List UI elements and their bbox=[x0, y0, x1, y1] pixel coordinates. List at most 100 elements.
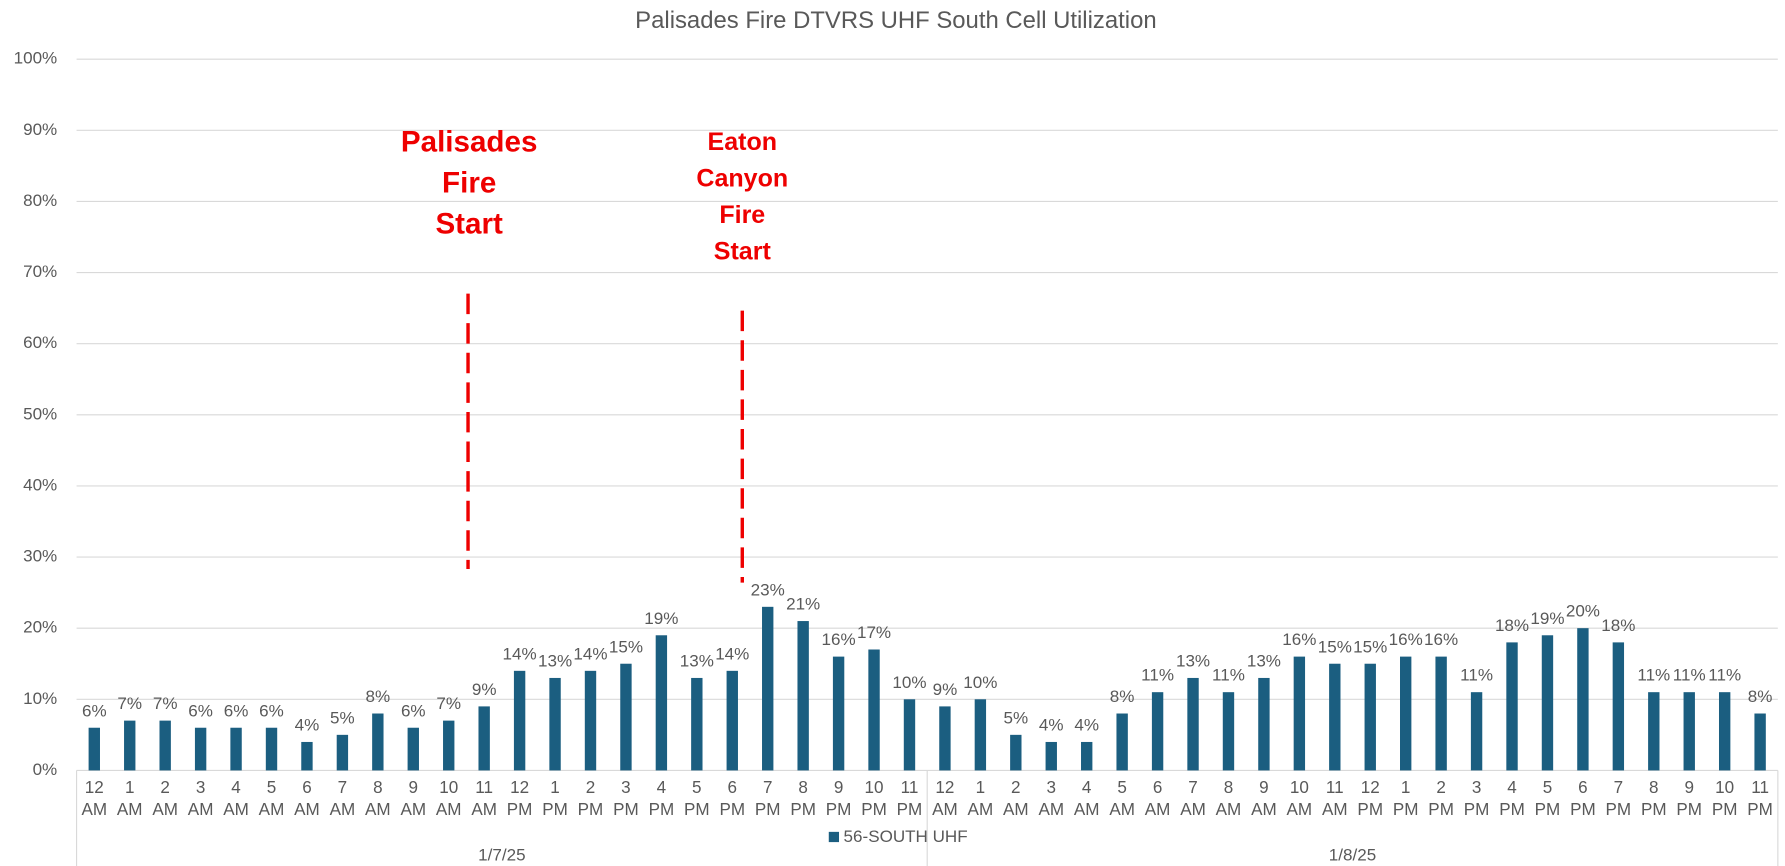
x-tick-label-box: 4 AM bbox=[223, 778, 249, 820]
bar bbox=[1400, 656, 1412, 771]
x-tick-label: 7 PM bbox=[1605, 778, 1632, 820]
bar bbox=[1754, 713, 1766, 771]
x-tick-label-box: 10 PM bbox=[1712, 778, 1738, 819]
x-tick-label: 5 AM bbox=[1109, 778, 1135, 820]
bar bbox=[1116, 713, 1128, 771]
x-tick-label-box: 5 PM bbox=[1535, 778, 1561, 819]
data-label: 8% bbox=[1110, 687, 1135, 706]
data-label: 19% bbox=[1530, 609, 1564, 628]
data-label: 4% bbox=[295, 716, 320, 735]
x-tick-label-box: 2 PM bbox=[578, 778, 604, 819]
bar bbox=[1010, 734, 1022, 771]
y-tick-label: 80% bbox=[23, 191, 57, 210]
bar bbox=[124, 720, 136, 771]
x-tick-label-box: 8 AM bbox=[365, 778, 391, 819]
x-tick-label-box: 2 PM bbox=[1428, 778, 1454, 820]
y-tick-label: 90% bbox=[23, 120, 57, 139]
data-label: 17% bbox=[857, 623, 891, 642]
data-label: 23% bbox=[751, 580, 785, 599]
y-tick-label: 100% bbox=[14, 49, 58, 68]
x-tick-label-box: 11 AM bbox=[471, 778, 497, 820]
bar bbox=[655, 635, 668, 771]
data-label: 6% bbox=[401, 701, 426, 720]
x-tick-label: 12 PM bbox=[1357, 778, 1384, 820]
bar bbox=[726, 670, 738, 771]
data-label: 15% bbox=[609, 637, 643, 656]
bar bbox=[1364, 663, 1376, 771]
x-tick-label: 4 PM bbox=[1499, 778, 1525, 820]
x-tick-label: 6 AM bbox=[294, 778, 320, 820]
bar bbox=[1612, 642, 1625, 771]
bar bbox=[88, 727, 100, 771]
data-label: 11% bbox=[1212, 666, 1245, 685]
x-tick-label-box: 12 AM bbox=[932, 778, 958, 819]
x-tick-label-box: 9 PM bbox=[826, 778, 852, 819]
bar bbox=[1329, 663, 1341, 771]
bar bbox=[1506, 642, 1518, 771]
y-tick-label: 0% bbox=[33, 760, 58, 779]
bar bbox=[1293, 656, 1306, 771]
x-tick-label-box: 3 AM bbox=[187, 778, 214, 820]
x-tick-label: 11 PM bbox=[896, 778, 923, 820]
x-tick-label-box: 10 AM bbox=[435, 778, 462, 820]
data-label: 8% bbox=[366, 687, 391, 706]
annotation-box: Palisades Fire Start bbox=[401, 124, 538, 240]
x-tick-label-box: 1 AM bbox=[117, 778, 143, 819]
x-tick-label: 10 PM bbox=[861, 778, 887, 820]
x-tick-label: 10 AM bbox=[435, 778, 462, 820]
x-tick-label: 11 AM bbox=[1321, 778, 1348, 820]
x-tick-label-box: 6 PM bbox=[719, 778, 745, 819]
bar bbox=[974, 699, 987, 771]
x-tick-label: 2 PM bbox=[1428, 778, 1454, 820]
x-tick-label: 10 AM bbox=[1286, 778, 1313, 820]
y-tick-label: 40% bbox=[23, 475, 57, 494]
group-label: 1/8/25 bbox=[1329, 845, 1376, 864]
x-tick-label: 6 AM bbox=[1144, 778, 1171, 820]
x-tick-label: 7 AM bbox=[329, 778, 356, 820]
data-label: 21% bbox=[786, 595, 820, 614]
x-tick-label: 6 PM bbox=[1570, 778, 1596, 820]
data-label: 11% bbox=[1708, 666, 1741, 685]
x-tick-label: 3 PM bbox=[1463, 778, 1490, 820]
x-tick-label: 2 AM bbox=[1002, 778, 1029, 820]
x-tick-label-box: 3 PM bbox=[613, 778, 639, 819]
bar bbox=[159, 720, 171, 771]
x-tick-label: 4 AM bbox=[223, 778, 249, 820]
x-tick-label-box: 10 AM bbox=[1286, 778, 1313, 820]
bar bbox=[868, 649, 880, 771]
bar bbox=[1541, 635, 1554, 771]
data-label: 14% bbox=[573, 644, 607, 663]
data-label: 13% bbox=[1247, 652, 1281, 671]
bar bbox=[443, 720, 455, 771]
data-label: 9% bbox=[933, 680, 958, 699]
bar bbox=[549, 677, 561, 771]
x-tick-label: 3 AM bbox=[187, 778, 214, 820]
x-tick-label-box: 12 PM bbox=[1357, 778, 1384, 820]
x-tick-label: 5 PM bbox=[684, 778, 710, 820]
x-tick-label: 8 PM bbox=[1640, 778, 1667, 820]
bar bbox=[1577, 628, 1589, 771]
bar bbox=[762, 606, 774, 771]
y-tick-label: 60% bbox=[23, 333, 57, 352]
x-tick-label-box: 7 AM bbox=[1180, 778, 1206, 819]
x-tick-label: 11 AM bbox=[471, 778, 497, 820]
data-label: 10% bbox=[892, 673, 926, 692]
bar bbox=[407, 727, 419, 771]
bar bbox=[1435, 656, 1447, 771]
chart-title: Palisades Fire DTVRS UHF South Cell Util… bbox=[635, 7, 1156, 34]
x-tick-label-box: 9 AM bbox=[400, 778, 426, 819]
bar bbox=[265, 727, 278, 771]
legend-label: 56-SOUTH UHF bbox=[844, 827, 968, 846]
data-label: 19% bbox=[644, 609, 678, 628]
data-label: 14% bbox=[715, 644, 749, 663]
bar bbox=[301, 741, 313, 771]
bar bbox=[1470, 692, 1483, 771]
x-tick-label-box: 10 PM bbox=[861, 778, 887, 820]
bar bbox=[194, 727, 207, 771]
data-label: 16% bbox=[822, 630, 856, 649]
bar bbox=[1718, 692, 1731, 771]
x-tick-label: 9 AM bbox=[1251, 778, 1277, 820]
data-label: 6% bbox=[82, 701, 107, 720]
x-tick-label-box: 4 PM bbox=[649, 778, 675, 819]
